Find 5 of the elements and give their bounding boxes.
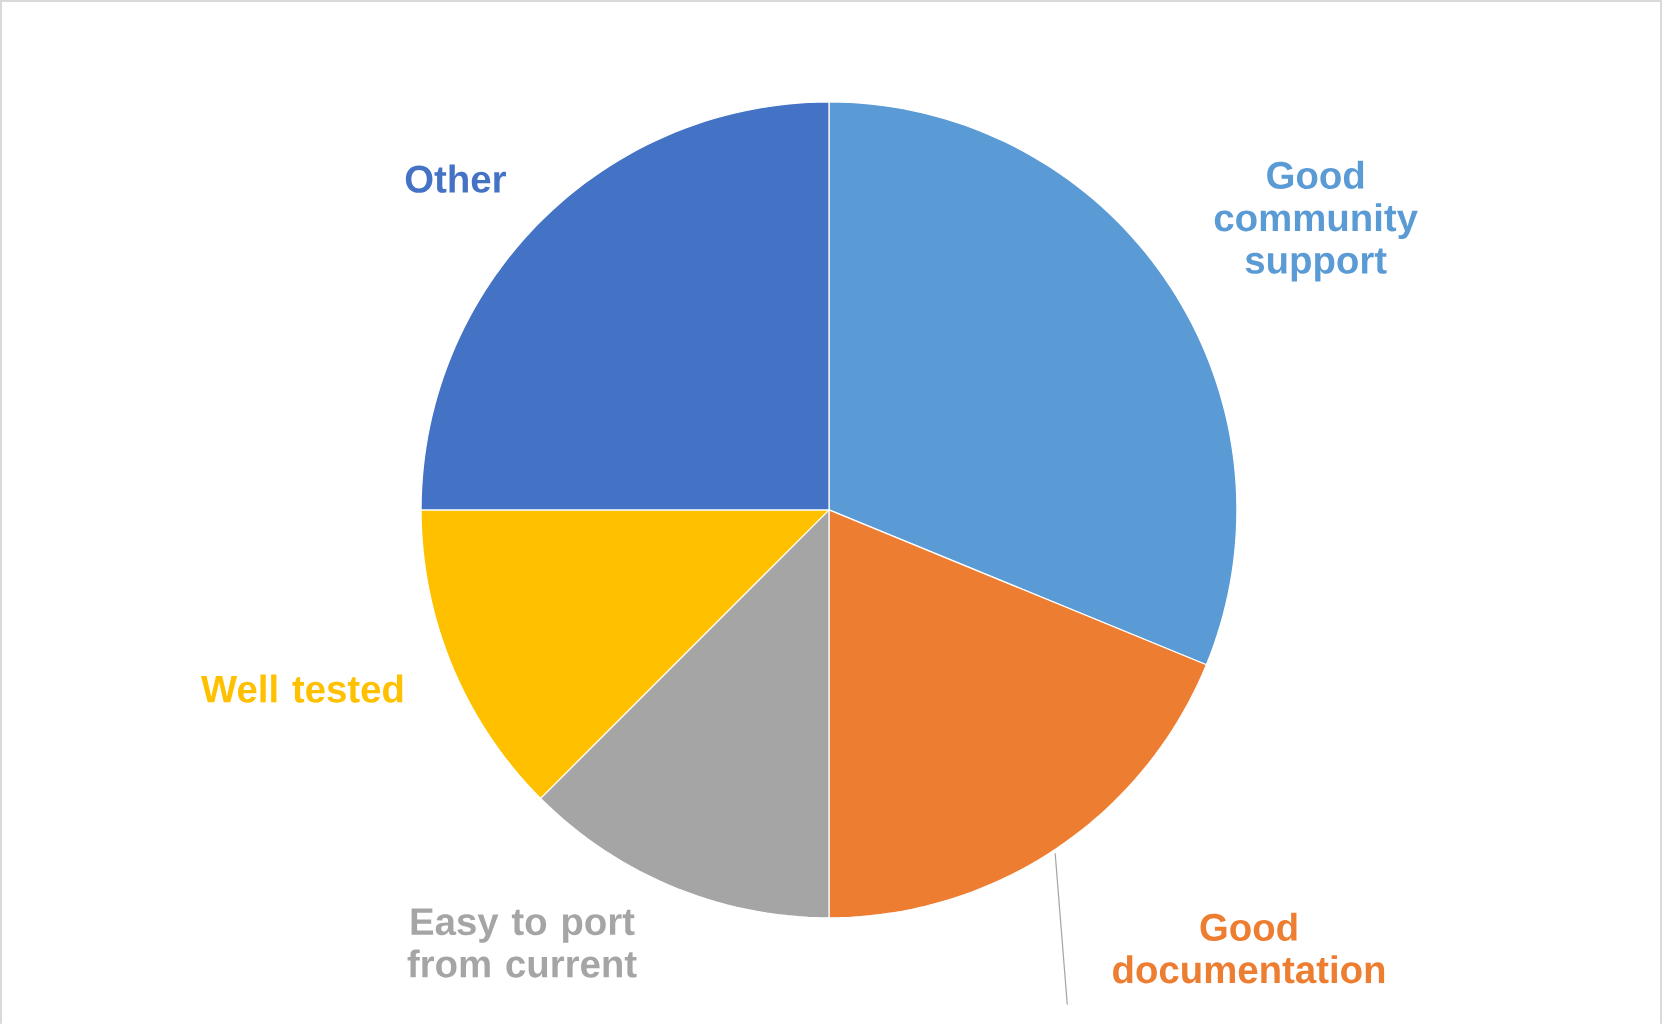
slice-label: Good documentation [1113,912,1385,984]
slice-label: Well tested [200,674,403,703]
slice-label: Easy to port from current [407,908,637,978]
slice-label: Other [405,164,506,193]
slice-label: Good community support [1214,160,1418,282]
